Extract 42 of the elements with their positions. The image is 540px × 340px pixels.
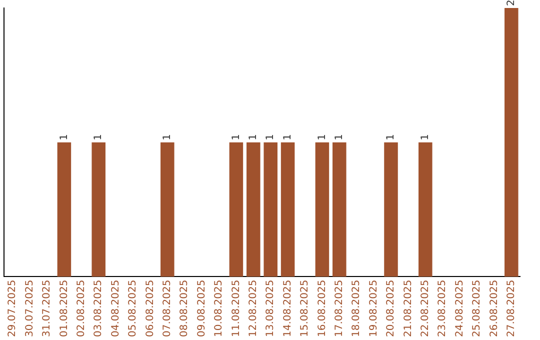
x-tick-label: 12.08.2025 [248, 280, 259, 338]
x-tick-label: 23.08.2025 [437, 280, 448, 338]
x-tick-label: 26.08.2025 [488, 280, 500, 338]
data-label: 1 [282, 134, 294, 140]
x-tick-label: 07.08.2025 [162, 280, 173, 338]
x-tick-label: 04.08.2025 [110, 280, 122, 338]
x-tick-label: 11.08.2025 [230, 280, 242, 338]
data-label: 1 [230, 134, 242, 140]
data-label: 1 [334, 134, 345, 140]
x-tick-label: 25.08.2025 [472, 280, 483, 338]
x-tick-label: 14.08.2025 [282, 280, 294, 338]
data-label: 1 [420, 134, 431, 140]
x-tick-label: 20.08.2025 [386, 280, 397, 338]
data-label: 1 [248, 134, 259, 140]
data-label: 2 [506, 0, 517, 6]
x-tick-label: 03.08.2025 [93, 280, 104, 338]
x-tick-label: 19.08.2025 [368, 280, 380, 338]
x-tick-label: 18.08.2025 [351, 280, 362, 338]
data-label: 1 [162, 134, 173, 140]
data-label: 1 [58, 134, 70, 140]
data-label: 1 [316, 134, 328, 140]
x-tick-label: 16.08.2025 [316, 280, 328, 338]
x-tick-label: 31.07.2025 [42, 280, 53, 338]
x-tick-label: 24.08.2025 [454, 280, 466, 338]
x-tick-label: 10.08.2025 [214, 280, 225, 338]
data-label: 1 [386, 134, 397, 140]
x-tick-label: 17.08.2025 [334, 280, 345, 338]
x-tick-label: 05.08.2025 [128, 280, 139, 338]
x-tick-label: 27.08.2025 [506, 280, 517, 338]
x-tick-label: 08.08.2025 [179, 280, 190, 338]
x-tick-label: 21.08.2025 [402, 280, 414, 338]
x-tick-label: 15.08.2025 [300, 280, 311, 338]
data-label: 1 [265, 134, 276, 140]
x-tick-label: 30.07.2025 [24, 280, 36, 338]
x-tick-label: 22.08.2025 [420, 280, 431, 338]
x-tick-label: 13.08.2025 [265, 280, 276, 338]
x-tick-label: 02.08.2025 [76, 280, 87, 338]
x-tick-label: 06.08.2025 [144, 280, 156, 338]
x-tick-label: 01.08.2025 [58, 280, 70, 338]
data-label: 1 [93, 134, 104, 140]
x-tick-label: 09.08.2025 [196, 280, 208, 338]
x-tick-label: 29.07.2025 [7, 280, 18, 338]
